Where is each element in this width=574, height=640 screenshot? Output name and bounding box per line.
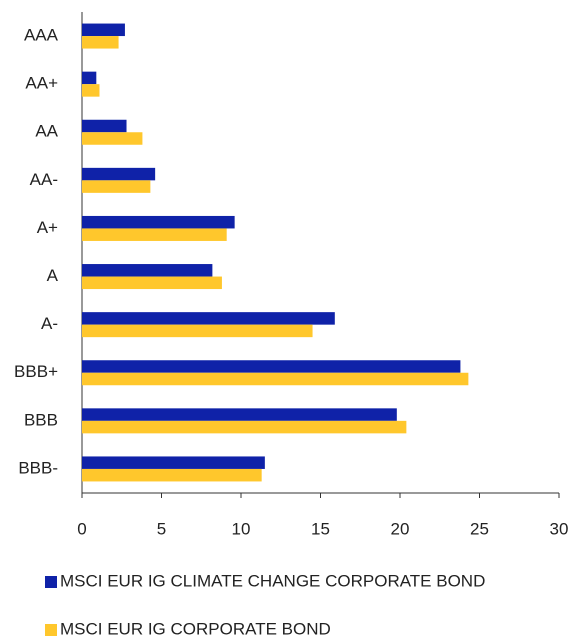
bar [82,408,397,421]
bar [82,324,313,338]
y-tick-label: A- [41,314,58,333]
bar [82,36,119,49]
bar [82,23,125,37]
y-tick-label: BBB [24,410,58,429]
y-tick-label: A [47,266,59,285]
x-tick-label: 15 [311,519,330,538]
bar [82,360,461,373]
y-tick-label: AA+ [25,74,58,93]
y-tick-label: BBB+ [14,362,58,381]
bar [82,420,407,434]
legend-swatch [45,624,57,636]
bar [82,119,127,133]
legend-swatch [45,576,57,588]
bar [82,372,469,386]
bar [82,276,222,290]
bar [82,215,235,229]
x-tick-label: 0 [77,519,86,538]
bar [82,468,262,482]
y-tick-label: AAA [24,26,59,45]
y-tick-label: A+ [37,218,58,237]
bar [82,71,97,85]
x-tick-label: 20 [391,519,410,538]
legend-label: MSCI EUR IG CLIMATE CHANGE CORPORATE BON… [60,571,485,590]
bar [82,228,227,241]
bar [82,84,100,97]
y-tick-label: AA [35,122,58,141]
bar [82,264,213,277]
y-tick-label: AA- [30,170,58,189]
y-tick-label: BBB- [18,458,58,477]
bar [82,180,151,193]
x-tick-label: 30 [550,519,569,538]
x-tick-label: 25 [470,519,489,538]
bar [82,167,156,181]
bar [82,132,143,145]
bar [82,312,335,325]
bar [82,456,265,469]
x-tick-label: 10 [232,519,251,538]
x-tick-label: 5 [157,519,166,538]
legend-label: MSCI EUR IG CORPORATE BOND [60,619,331,638]
